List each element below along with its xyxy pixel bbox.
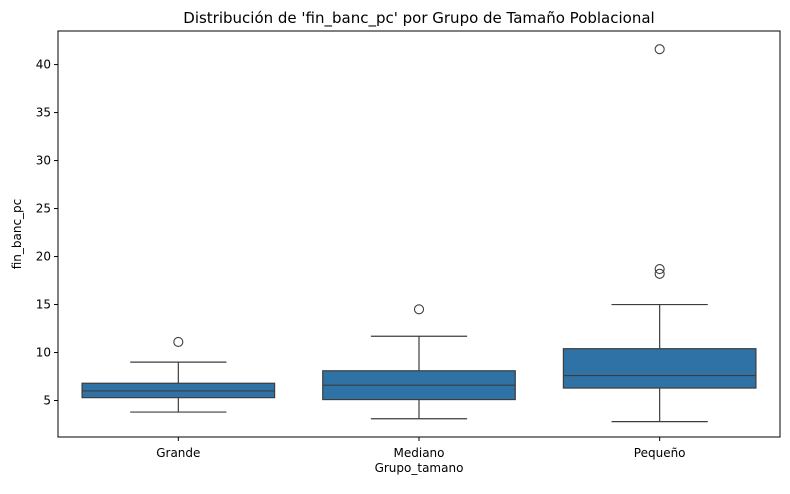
outlier-point: [654, 44, 665, 55]
y-tick-label: 10: [36, 346, 51, 360]
x-tick-label: Mediano: [394, 446, 445, 460]
x-tick-label: Pequeño: [634, 446, 686, 460]
outlier-point: [654, 263, 665, 275]
outlier-point: [654, 268, 665, 279]
y-tick-label: 5: [43, 394, 51, 408]
outlier-point: [173, 336, 184, 348]
y-axis-label: fin_banc_pc: [10, 199, 24, 270]
y-tick-label: 35: [36, 106, 51, 120]
plot-frame: [57, 30, 781, 438]
y-tick-label: 15: [36, 298, 51, 312]
x-axis-label: Grupo_tamano: [375, 461, 464, 475]
chart-title: Distribución de 'fin_banc_pc' por Grupo …: [183, 9, 654, 28]
iqr-box: [562, 348, 757, 389]
y-tick-label: 30: [36, 154, 51, 168]
y-tick-label: 40: [36, 58, 51, 72]
x-tick-label: Grande: [156, 446, 200, 460]
outlier-point: [413, 304, 425, 315]
y-tick-label: 25: [36, 202, 51, 216]
y-tick-label: 20: [36, 250, 51, 264]
plot-area: 5 10 15 20 25 30 35 40 Grande Mediano Pequeño: [36, 44, 757, 460]
